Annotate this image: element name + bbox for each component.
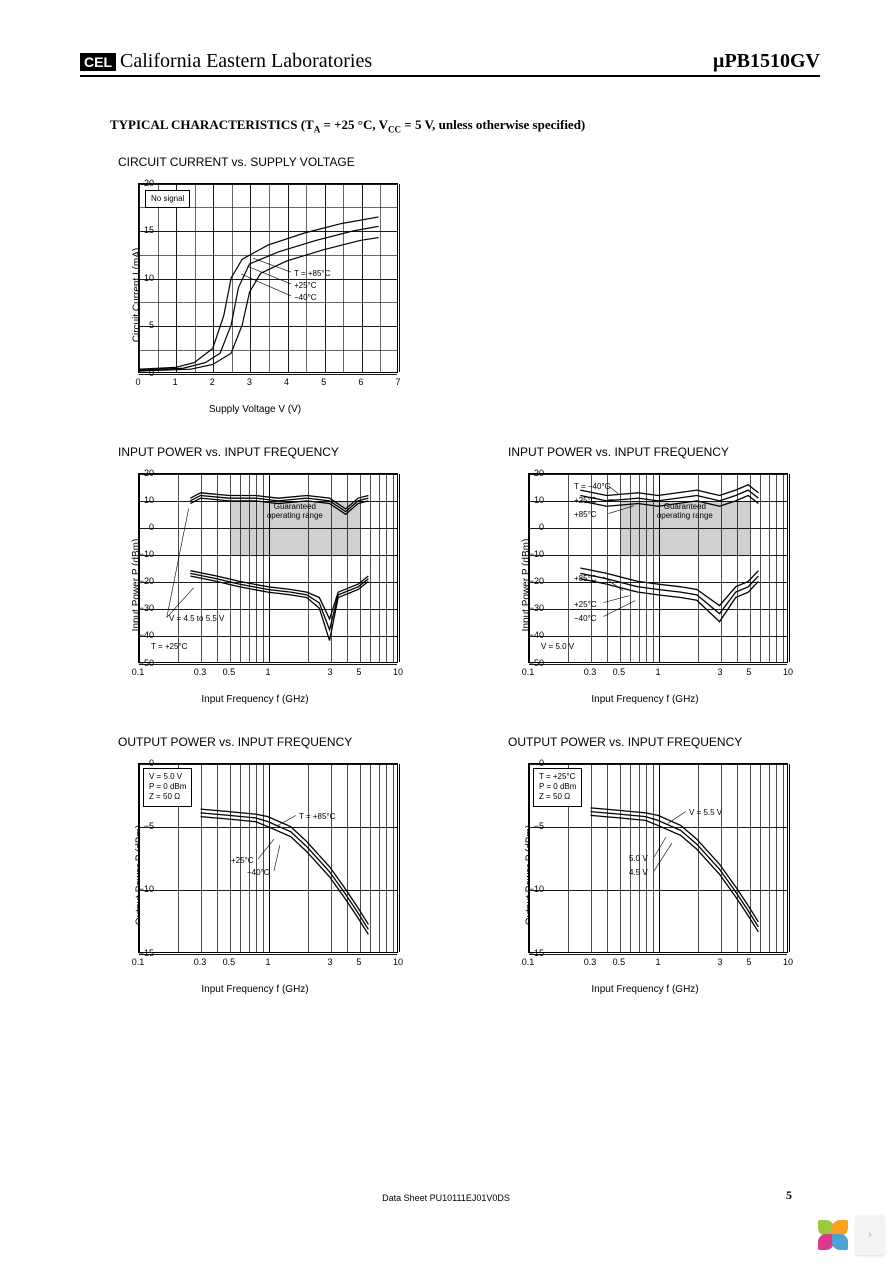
section-title: TYPICAL CHARACTERISTICS (TA = +25 °C, VC… — [110, 117, 820, 135]
xlabel: Input Frequency f (GHz) — [591, 694, 698, 705]
xlabel: Input Frequency f (GHz) — [201, 984, 308, 995]
next-page-arrow[interactable]: › — [856, 1215, 884, 1255]
chart-output-power-right: OUTPUT POWER vs. INPUT FREQUENCY Output … — [480, 735, 810, 995]
chart-title: INPUT POWER vs. INPUT FREQUENCY — [508, 445, 810, 459]
corner-logo-icon — [816, 1218, 850, 1252]
part-number: µPB1510GV — [713, 50, 820, 73]
chart-output-power-left: OUTPUT POWER vs. INPUT FREQUENCY Output … — [90, 735, 420, 995]
chart-circuit-current: CIRCUIT CURRENT vs. SUPPLY VOLTAGE Circu… — [90, 155, 420, 415]
header-left: CELCalifornia Eastern Laboratories — [80, 50, 372, 73]
chart-input-power-right: INPUT POWER vs. INPUT FREQUENCY Input Po… — [480, 445, 810, 705]
chart-title: OUTPUT POWER vs. INPUT FREQUENCY — [508, 735, 810, 749]
corner-widget: › — [816, 1215, 884, 1255]
chart-input-power-left: INPUT POWER vs. INPUT FREQUENCY Input Po… — [90, 445, 420, 705]
page-number: 5 — [786, 1188, 792, 1203]
xlabel: Input Frequency f (GHz) — [591, 984, 698, 995]
footer-text: Data Sheet PU10111EJ01V0DS — [0, 1193, 892, 1203]
company-name: California Eastern Laboratories — [120, 50, 372, 72]
chart-title: CIRCUIT CURRENT vs. SUPPLY VOLTAGE — [118, 155, 420, 169]
cel-logo: CEL — [80, 53, 116, 71]
page-header: CELCalifornia Eastern Laboratories µPB15… — [80, 50, 820, 77]
chart-title: OUTPUT POWER vs. INPUT FREQUENCY — [118, 735, 420, 749]
xlabel: Input Frequency f (GHz) — [201, 694, 308, 705]
xlabel: Supply Voltage V (V) — [209, 404, 301, 415]
note-box: No signal — [145, 190, 190, 208]
chart-title: INPUT POWER vs. INPUT FREQUENCY — [118, 445, 420, 459]
